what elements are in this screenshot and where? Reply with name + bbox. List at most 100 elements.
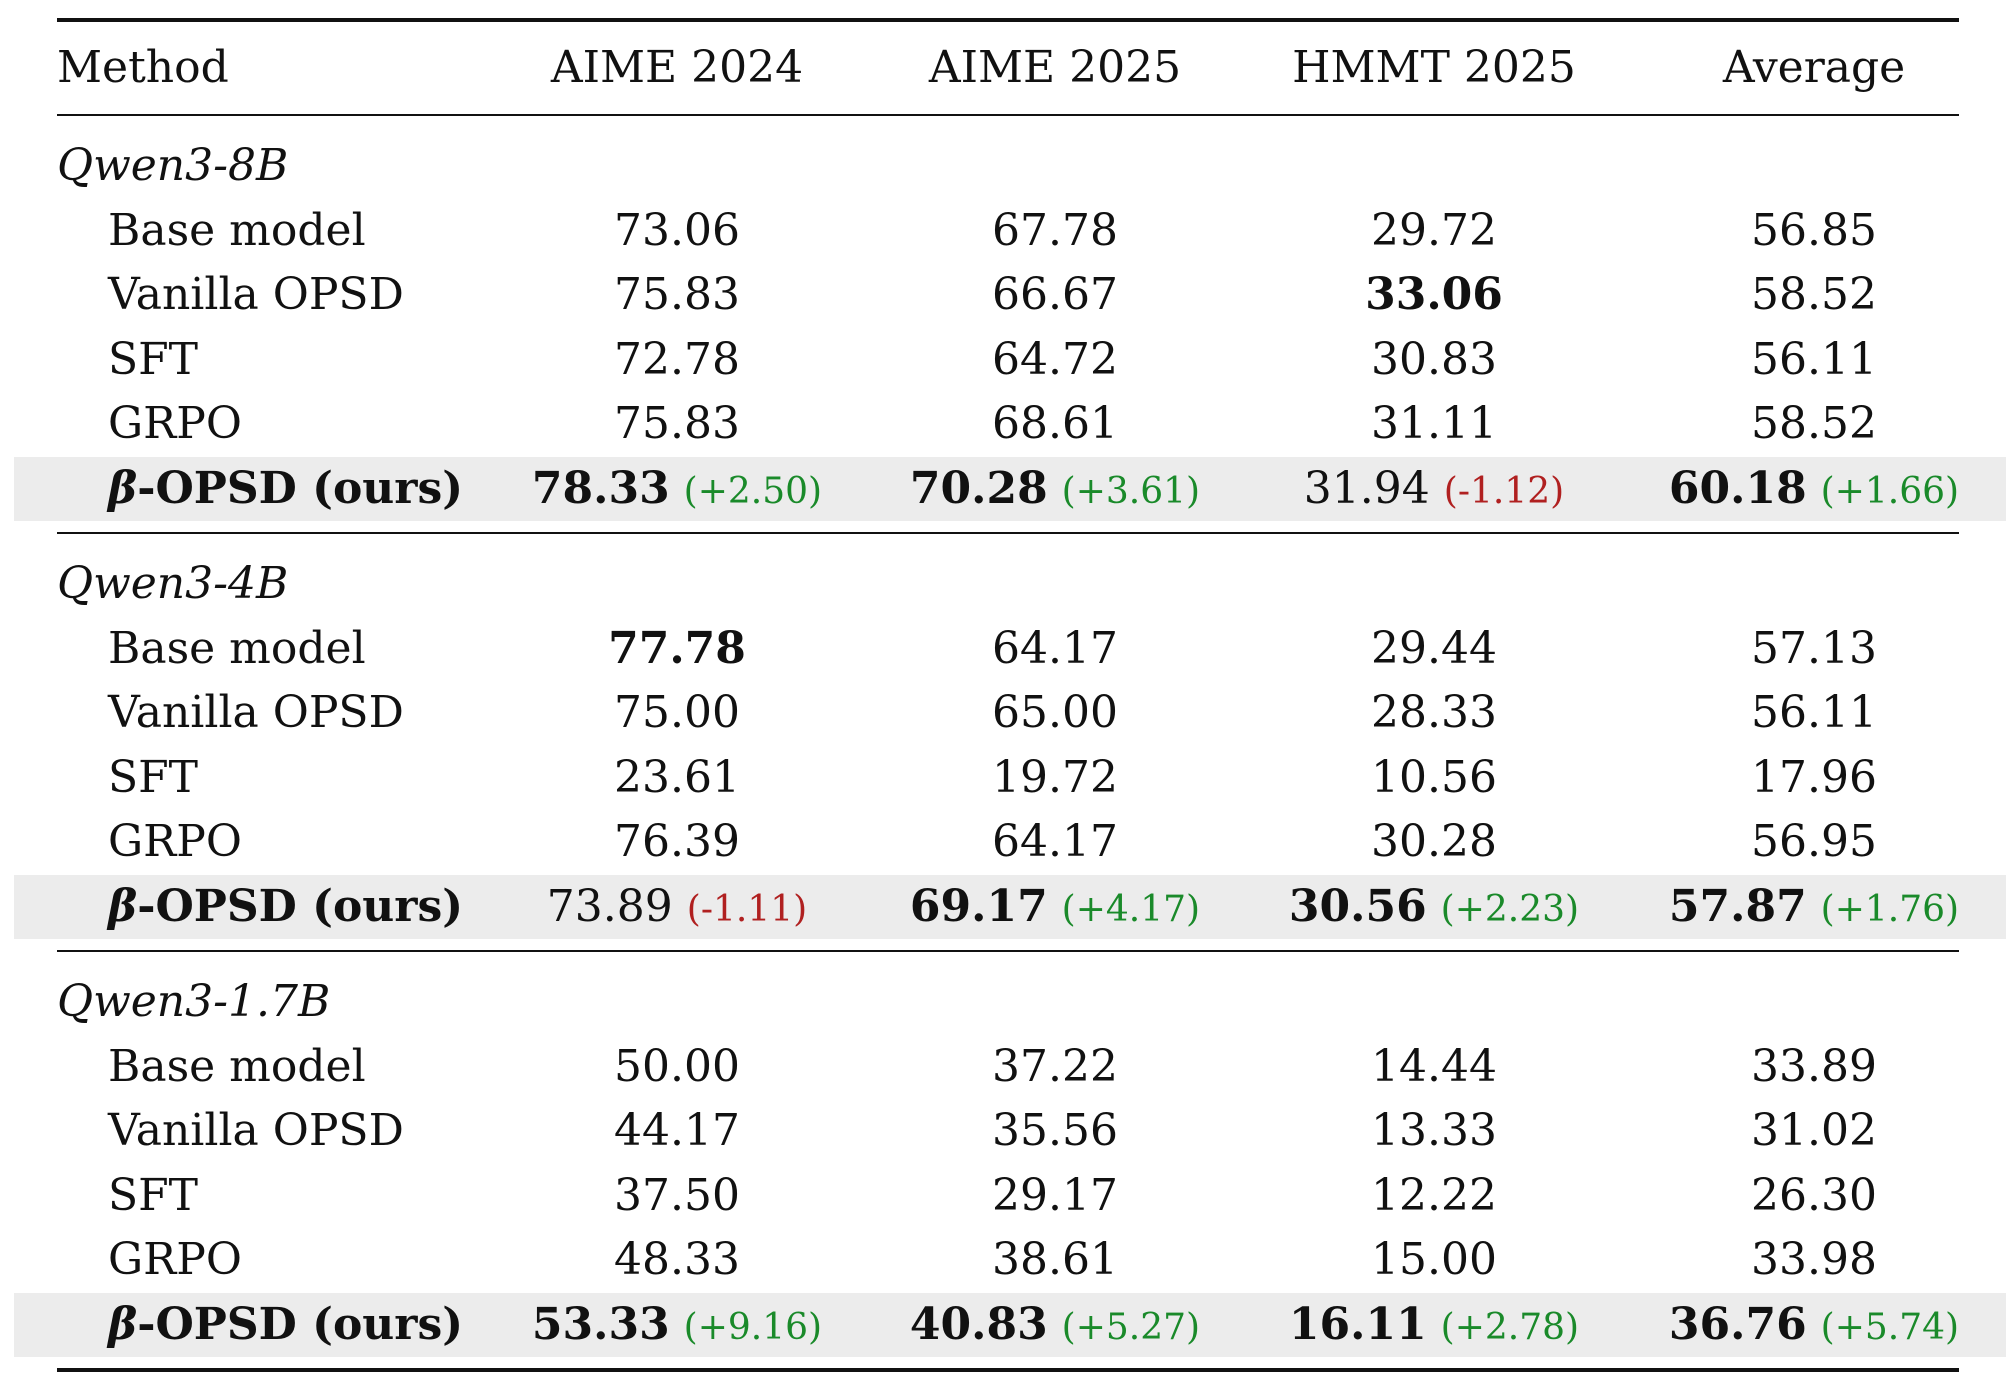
row-label: Vanilla OPSD xyxy=(108,687,404,738)
header-method: Method xyxy=(57,42,229,93)
delta-positive: (+4.17) xyxy=(1061,888,1201,930)
score-cell: 50.00 xyxy=(614,1040,740,1092)
score-cell: 30.83 xyxy=(1371,333,1497,385)
ours-score-cell: 36.76 (+5.74) xyxy=(1669,1293,1959,1357)
score-cell: 19.72 xyxy=(992,751,1118,803)
score-cell: 66.67 xyxy=(992,269,1118,320)
score-cell: 26.30 xyxy=(1751,1169,1877,1221)
row-label: GRPO xyxy=(108,816,242,867)
score-cell: 30.28 xyxy=(1371,816,1497,867)
highlight-row xyxy=(14,874,2006,939)
ours-score-cell: 31.94 (-1.12) xyxy=(1304,457,1564,521)
ours-score-cell: 53.33 (+9.16) xyxy=(532,1293,822,1357)
score-cell: 56.11 xyxy=(1751,687,1877,738)
score-cell: 12.22 xyxy=(1371,1169,1497,1221)
top-rule xyxy=(57,18,1959,22)
score-cell: 64.17 xyxy=(992,816,1118,867)
ours-score-value: 16.11 xyxy=(1288,1298,1427,1350)
delta-positive: (+5.27) xyxy=(1061,1306,1201,1348)
ours-score-value: 30.56 xyxy=(1288,880,1427,932)
delta-positive: (+1.76) xyxy=(1820,888,1960,930)
ours-label-text: -OPSD (ours) xyxy=(137,880,464,932)
ours-row-label: β-OPSD (ours) xyxy=(108,1293,463,1357)
ours-score-value: 53.33 xyxy=(531,1298,670,1350)
row-label: Base model xyxy=(108,204,366,256)
ours-score-cell: 78.33 (+2.50) xyxy=(532,457,822,521)
score-cell: 48.33 xyxy=(614,1234,740,1285)
score-cell: 37.22 xyxy=(992,1040,1118,1092)
score-cell: 56.11 xyxy=(1751,333,1877,385)
score-cell: 76.39 xyxy=(614,816,740,867)
score-cell: 75.83 xyxy=(614,398,740,449)
row-label: Vanilla OPSD xyxy=(108,269,404,320)
delta-positive: (+2.50) xyxy=(683,470,823,512)
score-cell: 56.95 xyxy=(1751,816,1877,867)
beta-symbol: β xyxy=(108,880,138,932)
score-cell: 72.78 xyxy=(614,333,740,385)
score-cell: 33.98 xyxy=(1751,1234,1877,1285)
ours-score-value: 40.83 xyxy=(909,1298,1048,1350)
score-cell: 33.06 xyxy=(1365,269,1503,320)
score-cell: 56.85 xyxy=(1751,204,1877,256)
ours-row-label: β-OPSD (ours) xyxy=(108,875,463,939)
group-label: Qwen3-4B xyxy=(57,558,289,609)
header-hmmt-2025: HMMT 2025 xyxy=(1292,42,1576,93)
score-cell: 37.50 xyxy=(614,1169,740,1221)
ours-score-value: 60.18 xyxy=(1668,462,1807,514)
ours-label-text: -OPSD (ours) xyxy=(137,462,464,514)
score-cell: 13.33 xyxy=(1371,1105,1497,1156)
ours-label-text: -OPSD (ours) xyxy=(137,1298,464,1350)
group-rule xyxy=(57,532,1959,534)
score-cell: 44.17 xyxy=(614,1105,740,1156)
highlight-row xyxy=(14,1292,2006,1357)
score-cell: 31.02 xyxy=(1751,1105,1877,1156)
score-cell: 15.00 xyxy=(1371,1234,1497,1285)
ours-score-cell: 40.83 (+5.27) xyxy=(910,1293,1200,1357)
score-cell: 75.83 xyxy=(614,269,740,320)
score-cell: 77.78 xyxy=(608,622,746,674)
header-average: Average xyxy=(1722,42,1906,93)
row-label: SFT xyxy=(108,333,199,385)
group-label: Qwen3-8B xyxy=(57,140,289,191)
delta-negative: (-1.12) xyxy=(1443,470,1565,512)
score-cell: 10.56 xyxy=(1371,751,1497,803)
score-cell: 57.13 xyxy=(1751,622,1877,674)
score-cell: 58.52 xyxy=(1751,269,1877,320)
score-cell: 33.89 xyxy=(1751,1040,1877,1092)
score-cell: 73.06 xyxy=(614,204,740,256)
score-cell: 68.61 xyxy=(992,398,1118,449)
score-cell: 17.96 xyxy=(1751,751,1877,803)
highlight-row xyxy=(14,456,2006,521)
delta-positive: (+2.78) xyxy=(1440,1306,1580,1348)
delta-positive: (+2.23) xyxy=(1440,888,1580,930)
score-cell: 29.72 xyxy=(1371,204,1497,256)
beta-symbol: β xyxy=(108,462,138,514)
ours-score-cell: 73.89 (-1.11) xyxy=(547,875,807,939)
row-label: Base model xyxy=(108,622,366,674)
header-aime-2024: AIME 2024 xyxy=(550,42,804,93)
row-label: SFT xyxy=(108,751,199,803)
ours-score-value: 57.87 xyxy=(1668,880,1807,932)
row-label: GRPO xyxy=(108,1234,242,1285)
delta-negative: (-1.11) xyxy=(686,888,808,930)
score-cell: 75.00 xyxy=(614,687,740,738)
group-label: Qwen3-1.7B xyxy=(57,976,331,1027)
score-cell: 14.44 xyxy=(1371,1040,1497,1092)
header-rule xyxy=(57,114,1959,116)
ours-score-cell: 57.87 (+1.76) xyxy=(1669,875,1959,939)
score-cell: 64.72 xyxy=(992,333,1118,385)
ours-score-cell: 60.18 (+1.66) xyxy=(1669,457,1959,521)
score-cell: 58.52 xyxy=(1751,398,1877,449)
ours-score-cell: 69.17 (+4.17) xyxy=(910,875,1200,939)
score-cell: 29.44 xyxy=(1371,622,1497,674)
row-label: GRPO xyxy=(108,398,242,449)
row-label: Base model xyxy=(108,1040,366,1092)
ours-score-cell: 70.28 (+3.61) xyxy=(910,457,1200,521)
score-cell: 67.78 xyxy=(992,204,1118,256)
ours-score-value: 31.94 xyxy=(1303,462,1430,514)
ours-score-cell: 30.56 (+2.23) xyxy=(1289,875,1579,939)
group-rule xyxy=(57,950,1959,952)
ours-score-value: 70.28 xyxy=(909,462,1048,514)
delta-positive: (+3.61) xyxy=(1061,470,1201,512)
delta-positive: (+9.16) xyxy=(683,1306,823,1348)
